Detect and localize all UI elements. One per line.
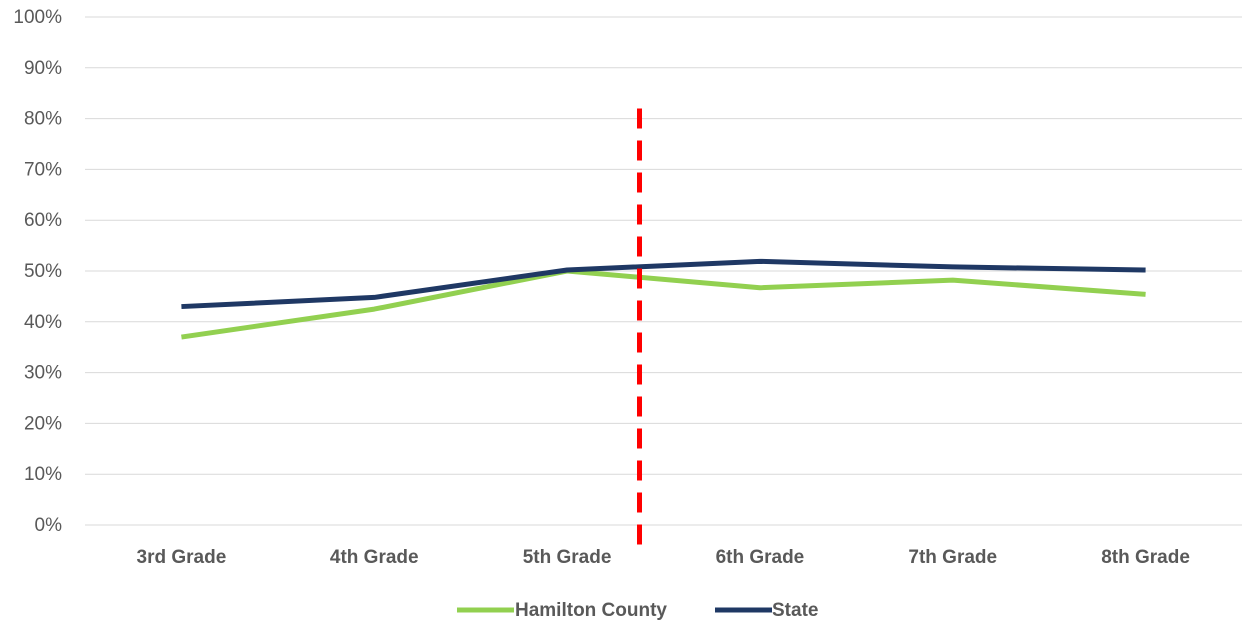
y-tick-label: 10% [24, 464, 62, 485]
x-category-label: 4th Grade [330, 547, 419, 568]
x-axis-category-labels: 3rd Grade 4th Grade 5th Grade 6th Grade 7th … [137, 547, 1190, 568]
y-axis-tick-labels: 0% 10% 20% 30% 40% 50% 60% 70% 80% 90% 100% [13, 7, 62, 536]
series-line-hamilton-county [181, 268, 1146, 340]
legend-label: Hamilton County [515, 600, 667, 621]
x-category-label: 5th Grade [523, 547, 612, 568]
series-lines [181, 258, 1146, 340]
legend: Hamilton County State [457, 600, 818, 621]
gridlines [85, 16, 1242, 526]
y-tick-label: 50% [24, 261, 62, 282]
legend-label: State [772, 600, 818, 621]
x-category-label: 6th Grade [716, 547, 805, 568]
y-tick-label: 20% [24, 413, 62, 434]
y-tick-label: 100% [13, 7, 62, 28]
series-line-state [181, 258, 1146, 310]
y-tick-label: 60% [24, 210, 62, 231]
x-category-label: 8th Grade [1101, 547, 1190, 568]
y-tick-label: 70% [24, 159, 62, 180]
y-tick-label: 90% [24, 58, 62, 79]
y-tick-label: 30% [24, 363, 62, 384]
y-tick-label: 0% [35, 515, 63, 536]
x-category-label: 7th Grade [908, 547, 997, 568]
x-category-label: 3rd Grade [137, 547, 227, 568]
y-tick-label: 80% [24, 109, 62, 130]
y-tick-label: 40% [24, 312, 62, 333]
